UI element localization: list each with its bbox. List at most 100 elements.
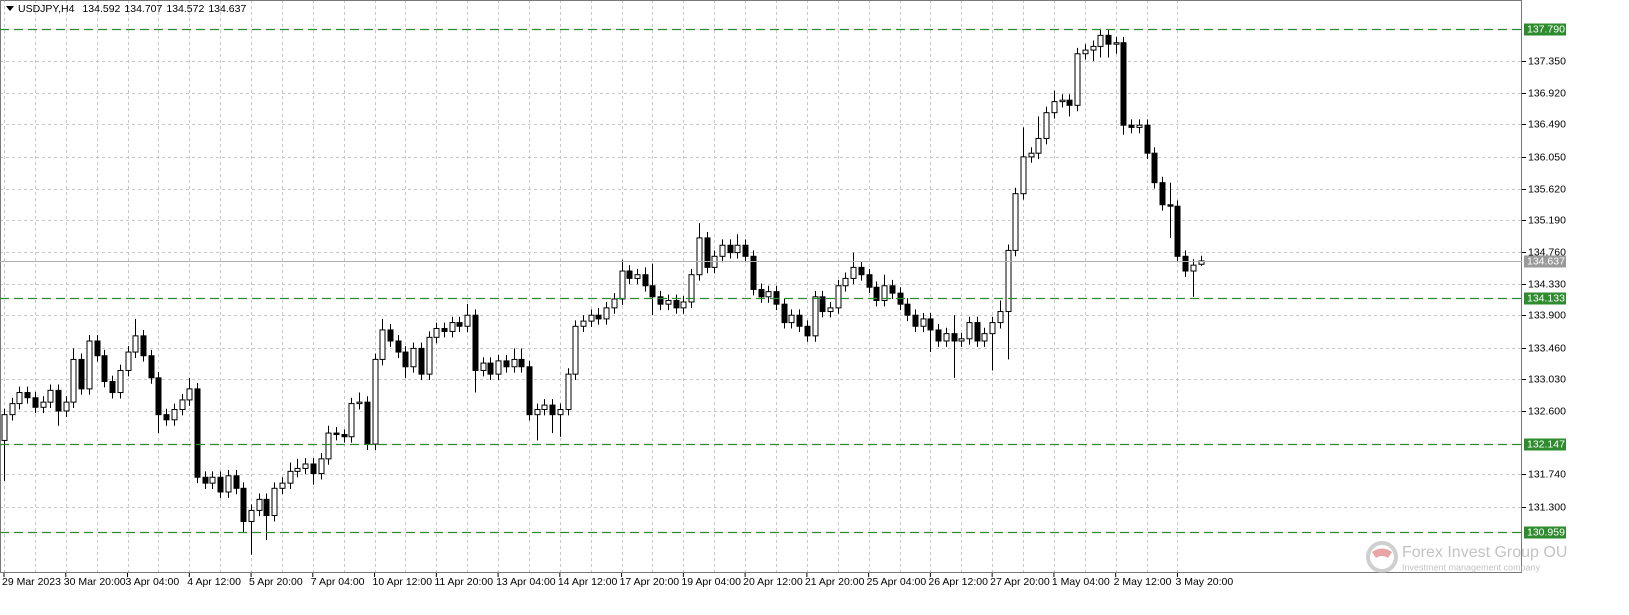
logo-mark [1372, 548, 1392, 558]
y-tick-label: 133.030 [1528, 373, 1566, 385]
candle-body [1198, 260, 1205, 265]
x-tick-label: 3 Apr 04:00 [126, 576, 180, 588]
candle-body [796, 314, 803, 327]
candle-body [1035, 137, 1042, 154]
candle-body [1020, 156, 1027, 195]
candle-body [1082, 49, 1089, 55]
candle-body [217, 476, 224, 493]
y-tick-label: 135.620 [1528, 183, 1566, 195]
candle-body [209, 476, 216, 484]
level-label-box [1524, 23, 1566, 36]
candle-body [1043, 112, 1050, 139]
header-close: 134.637 [208, 3, 246, 15]
candle-body [302, 463, 309, 469]
candle-body [858, 266, 865, 276]
candle-body [850, 266, 857, 279]
candle-body [364, 401, 371, 445]
candle-body [943, 333, 950, 342]
y-tick-label: 136.490 [1528, 118, 1566, 130]
x-tick-label: 13 Apr 04:00 [496, 576, 556, 588]
candle-body [680, 301, 687, 309]
current-price-box [1524, 255, 1566, 268]
watermark: Forex Invest Group OU Investment managem… [1366, 541, 1567, 573]
candle-body [94, 340, 101, 357]
candle-body [904, 303, 911, 316]
candle-body [526, 366, 533, 416]
candle-body [1105, 34, 1112, 45]
x-tick-label: 3 May 20:00 [1175, 576, 1233, 588]
candle-body [634, 274, 641, 279]
candle-body [472, 314, 479, 371]
candle-body [1074, 53, 1081, 106]
candle-body [387, 329, 394, 342]
watermark-subtitle: Investment management company [1402, 562, 1541, 572]
candle-body [125, 351, 132, 371]
candle-body [958, 338, 965, 342]
candle-body [1190, 264, 1197, 272]
logo-ring [1366, 541, 1398, 573]
level-label: 137.790 [1527, 23, 1565, 35]
candle-body [511, 358, 518, 368]
candle-body [588, 314, 595, 322]
y-tick-label: 135.190 [1528, 214, 1566, 226]
candle-body [140, 335, 147, 357]
candle-body [1051, 101, 1058, 114]
candle-body [395, 340, 402, 353]
candle-body [233, 475, 240, 489]
candle-body [557, 408, 564, 416]
candle-body [449, 322, 456, 332]
candle-body [765, 291, 772, 298]
menu-icon[interactable] [6, 6, 14, 11]
candle-body [518, 358, 525, 368]
candle-body [333, 432, 340, 436]
candle-body [186, 388, 193, 401]
level-label-box [1524, 526, 1566, 539]
candle-body [1136, 124, 1143, 128]
grid [0, 0, 1522, 573]
level-label: 134.133 [1527, 292, 1565, 304]
candle-body [541, 404, 548, 410]
candle-body [1182, 255, 1189, 272]
x-tick-label: 19 Apr 04:00 [681, 576, 741, 588]
candle-body [456, 322, 463, 327]
candle-body [240, 487, 247, 522]
candle-body [294, 467, 301, 472]
candle-body [495, 360, 502, 375]
candle-body [310, 463, 317, 475]
candle-body [657, 296, 664, 305]
candle-body [974, 322, 981, 342]
candle-body [503, 360, 510, 368]
y-tick-label: 137.350 [1528, 55, 1566, 67]
candle-body [155, 377, 162, 416]
candle-body [842, 277, 849, 287]
level-label-box [1524, 438, 1566, 451]
candle-body [935, 329, 942, 342]
candle-body [580, 320, 587, 327]
candle-body [117, 369, 124, 394]
candle-body [1, 414, 8, 441]
candle-body [194, 388, 201, 478]
candle-body [418, 347, 425, 375]
header-low: 134.572 [166, 3, 204, 15]
y-tick-label: 131.740 [1528, 468, 1566, 480]
candle-body [40, 401, 47, 408]
y-tick-label: 134.760 [1528, 246, 1566, 258]
candle-body [171, 408, 178, 421]
candle-body [927, 318, 934, 331]
candle-body [341, 434, 348, 438]
candle-body [719, 244, 726, 257]
candle-body [951, 333, 958, 342]
candle-body [534, 408, 541, 416]
candle-body [889, 285, 896, 294]
candle-body [827, 307, 834, 313]
candle-body [549, 404, 556, 416]
candle-body [279, 482, 286, 489]
candle-body [819, 296, 826, 313]
y-tick-label: 133.900 [1528, 309, 1566, 321]
candle-body [1159, 182, 1166, 206]
candle-body [487, 362, 494, 375]
candle-body [665, 299, 672, 305]
candle-body [812, 296, 819, 337]
candle-body [881, 285, 888, 301]
